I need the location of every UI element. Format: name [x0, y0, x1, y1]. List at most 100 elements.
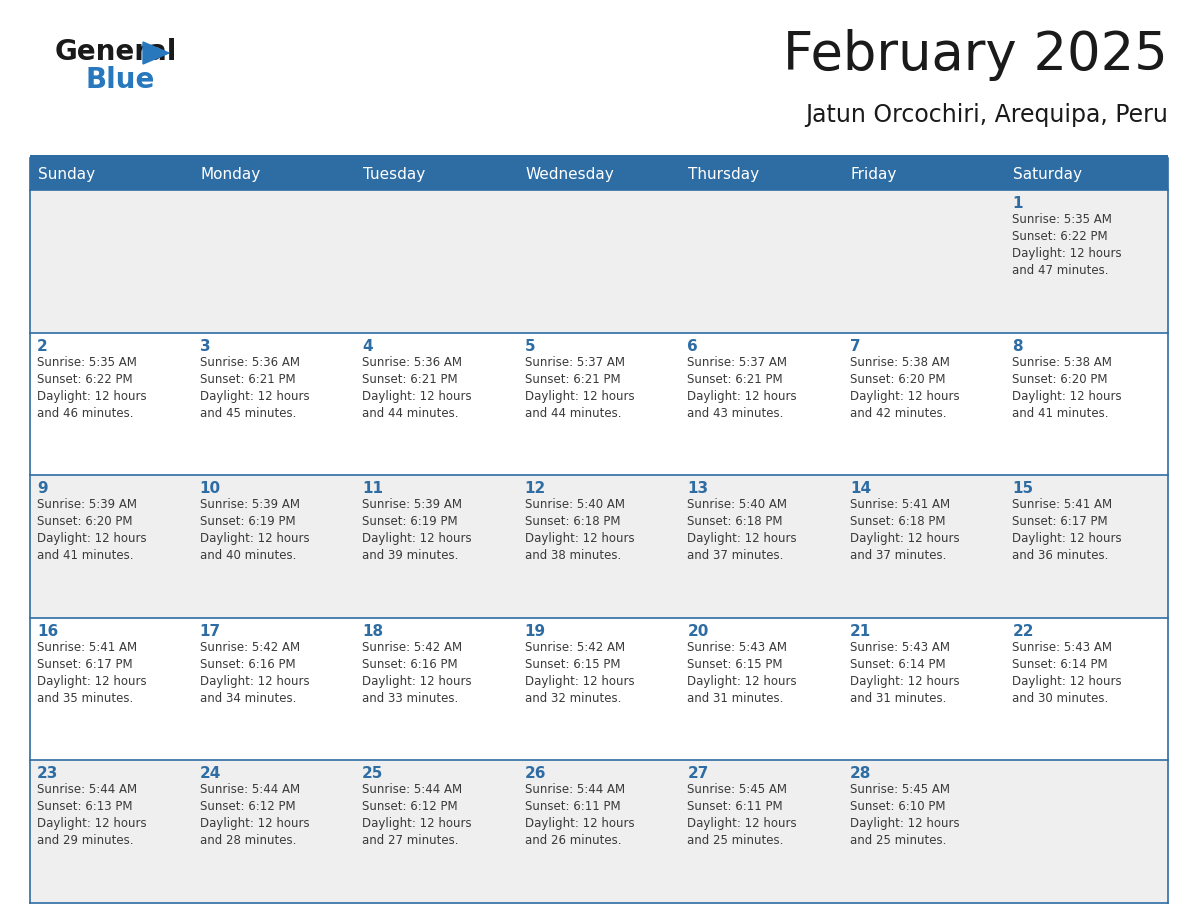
Text: and 31 minutes.: and 31 minutes. [849, 692, 946, 705]
Text: Daylight: 12 hours: Daylight: 12 hours [525, 675, 634, 688]
Text: Sunset: 6:21 PM: Sunset: 6:21 PM [525, 373, 620, 386]
Text: Sunrise: 5:38 AM: Sunrise: 5:38 AM [1012, 355, 1112, 369]
Text: Sunrise: 5:37 AM: Sunrise: 5:37 AM [525, 355, 625, 369]
Text: Sunset: 6:22 PM: Sunset: 6:22 PM [1012, 230, 1108, 243]
Text: Sunset: 6:17 PM: Sunset: 6:17 PM [37, 658, 133, 671]
Text: 15: 15 [1012, 481, 1034, 497]
Text: Daylight: 12 hours: Daylight: 12 hours [37, 389, 146, 403]
Text: and 37 minutes.: and 37 minutes. [688, 549, 784, 562]
Text: Blue: Blue [86, 66, 154, 94]
Text: 12: 12 [525, 481, 546, 497]
Text: Monday: Monday [201, 166, 261, 182]
Text: Daylight: 12 hours: Daylight: 12 hours [849, 675, 960, 688]
Text: Daylight: 12 hours: Daylight: 12 hours [849, 389, 960, 403]
Bar [30, 190, 1168, 332]
Text: Sunrise: 5:41 AM: Sunrise: 5:41 AM [1012, 498, 1112, 511]
Text: Sunset: 6:16 PM: Sunset: 6:16 PM [362, 658, 457, 671]
Text: Daylight: 12 hours: Daylight: 12 hours [200, 817, 309, 831]
Text: 14: 14 [849, 481, 871, 497]
Text: Sunrise: 5:44 AM: Sunrise: 5:44 AM [362, 783, 462, 797]
Text: Sunset: 6:12 PM: Sunset: 6:12 PM [362, 800, 457, 813]
Text: 9: 9 [37, 481, 48, 497]
Text: 24: 24 [200, 767, 221, 781]
Text: Sunset: 6:14 PM: Sunset: 6:14 PM [849, 658, 946, 671]
Text: Jatun Orcochiri, Arequipa, Peru: Jatun Orcochiri, Arequipa, Peru [805, 103, 1168, 127]
Text: Sunset: 6:21 PM: Sunset: 6:21 PM [688, 373, 783, 386]
Bar [30, 476, 1168, 618]
Text: and 47 minutes.: and 47 minutes. [1012, 264, 1108, 277]
Text: Sunset: 6:20 PM: Sunset: 6:20 PM [849, 373, 946, 386]
Text: Daylight: 12 hours: Daylight: 12 hours [525, 817, 634, 831]
Text: Sunset: 6:13 PM: Sunset: 6:13 PM [37, 800, 133, 813]
Text: February 2025: February 2025 [783, 29, 1168, 81]
Text: 4: 4 [362, 339, 373, 353]
Text: Sunset: 6:18 PM: Sunset: 6:18 PM [688, 515, 783, 528]
Text: Sunrise: 5:45 AM: Sunrise: 5:45 AM [849, 783, 950, 797]
Text: and 26 minutes.: and 26 minutes. [525, 834, 621, 847]
Text: Daylight: 12 hours: Daylight: 12 hours [200, 532, 309, 545]
Text: Daylight: 12 hours: Daylight: 12 hours [849, 817, 960, 831]
Text: Sunrise: 5:43 AM: Sunrise: 5:43 AM [688, 641, 788, 654]
Bar [30, 158, 192, 190]
Bar [355, 158, 518, 190]
Text: Sunset: 6:15 PM: Sunset: 6:15 PM [525, 658, 620, 671]
Text: 5: 5 [525, 339, 536, 353]
Text: and 27 minutes.: and 27 minutes. [362, 834, 459, 847]
Text: and 42 minutes.: and 42 minutes. [849, 407, 947, 420]
Text: 23: 23 [37, 767, 58, 781]
Text: Daylight: 12 hours: Daylight: 12 hours [525, 532, 634, 545]
Text: Sunrise: 5:37 AM: Sunrise: 5:37 AM [688, 355, 788, 369]
Text: Sunrise: 5:42 AM: Sunrise: 5:42 AM [525, 641, 625, 654]
Text: Sunset: 6:11 PM: Sunset: 6:11 PM [525, 800, 620, 813]
Bar [192, 158, 355, 190]
Text: 20: 20 [688, 624, 709, 639]
Text: and 37 minutes.: and 37 minutes. [849, 549, 946, 562]
Text: Daylight: 12 hours: Daylight: 12 hours [37, 675, 146, 688]
Text: 27: 27 [688, 767, 709, 781]
Text: Sunset: 6:21 PM: Sunset: 6:21 PM [362, 373, 457, 386]
Text: Daylight: 12 hours: Daylight: 12 hours [688, 817, 797, 831]
Text: 22: 22 [1012, 624, 1034, 639]
Text: 2: 2 [37, 339, 48, 353]
Text: Daylight: 12 hours: Daylight: 12 hours [362, 675, 472, 688]
Bar [518, 158, 681, 190]
Text: Sunrise: 5:35 AM: Sunrise: 5:35 AM [37, 355, 137, 369]
Bar [30, 155, 1168, 158]
Text: 17: 17 [200, 624, 221, 639]
Text: Friday: Friday [851, 166, 897, 182]
Text: and 41 minutes.: and 41 minutes. [1012, 407, 1108, 420]
Text: and 33 minutes.: and 33 minutes. [362, 692, 459, 705]
Text: 28: 28 [849, 767, 871, 781]
Text: and 31 minutes.: and 31 minutes. [688, 692, 784, 705]
Text: Daylight: 12 hours: Daylight: 12 hours [688, 389, 797, 403]
Text: Daylight: 12 hours: Daylight: 12 hours [37, 817, 146, 831]
Text: Sunrise: 5:39 AM: Sunrise: 5:39 AM [362, 498, 462, 511]
Text: Sunrise: 5:43 AM: Sunrise: 5:43 AM [849, 641, 950, 654]
Text: Daylight: 12 hours: Daylight: 12 hours [362, 532, 472, 545]
Text: 26: 26 [525, 767, 546, 781]
Text: Daylight: 12 hours: Daylight: 12 hours [1012, 389, 1121, 403]
Text: 3: 3 [200, 339, 210, 353]
Text: Sunset: 6:18 PM: Sunset: 6:18 PM [849, 515, 946, 528]
Text: 21: 21 [849, 624, 871, 639]
Text: Sunrise: 5:40 AM: Sunrise: 5:40 AM [525, 498, 625, 511]
Text: Sunset: 6:16 PM: Sunset: 6:16 PM [200, 658, 295, 671]
Text: and 29 minutes.: and 29 minutes. [37, 834, 133, 847]
Text: Sunrise: 5:42 AM: Sunrise: 5:42 AM [362, 641, 462, 654]
Text: 6: 6 [688, 339, 699, 353]
Text: Daylight: 12 hours: Daylight: 12 hours [688, 532, 797, 545]
Text: Sunrise: 5:44 AM: Sunrise: 5:44 AM [37, 783, 137, 797]
Text: Sunset: 6:19 PM: Sunset: 6:19 PM [362, 515, 457, 528]
Text: Daylight: 12 hours: Daylight: 12 hours [1012, 247, 1121, 260]
Text: and 34 minutes.: and 34 minutes. [200, 692, 296, 705]
Text: General: General [55, 38, 177, 66]
Bar [842, 158, 1005, 190]
Text: 18: 18 [362, 624, 384, 639]
Text: Sunrise: 5:36 AM: Sunrise: 5:36 AM [362, 355, 462, 369]
Text: Daylight: 12 hours: Daylight: 12 hours [1012, 675, 1121, 688]
Text: 10: 10 [200, 481, 221, 497]
Text: Sunrise: 5:38 AM: Sunrise: 5:38 AM [849, 355, 949, 369]
Text: Sunrise: 5:40 AM: Sunrise: 5:40 AM [688, 498, 788, 511]
Text: Daylight: 12 hours: Daylight: 12 hours [525, 389, 634, 403]
Text: Daylight: 12 hours: Daylight: 12 hours [1012, 532, 1121, 545]
